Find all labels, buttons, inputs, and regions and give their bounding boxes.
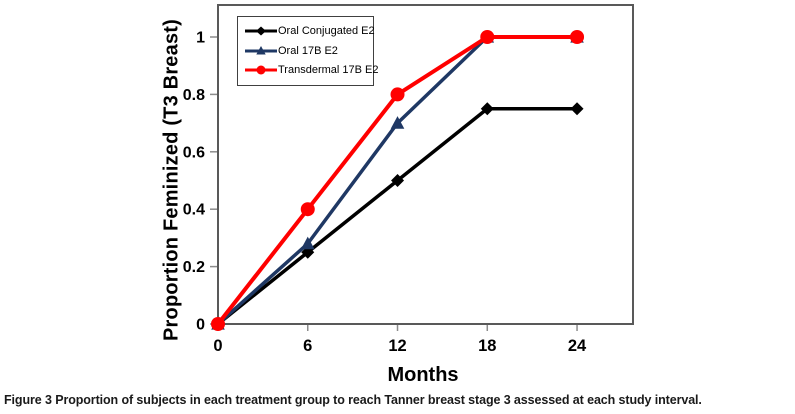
legend-label: Oral Conjugated E2 <box>278 25 375 37</box>
y-tick-label: 0.8 <box>183 87 205 104</box>
marker-diamond-oral-conjugated-e2 <box>570 102 584 116</box>
marker-diamond-oral-conjugated-e2 <box>391 174 405 187</box>
legend-diamond-marker-icon <box>245 26 277 36</box>
x-tick-label: 12 <box>388 337 406 355</box>
figure-caption: Figure 3 Proportion of subjects in each … <box>4 393 791 407</box>
legend-item: Transdermal 17B E2 <box>244 64 378 76</box>
legend-triangle-marker-icon <box>245 45 277 54</box>
legend-item: Oral Conjugated E2 <box>244 25 375 37</box>
y-tick-label: 0.6 <box>183 144 205 161</box>
line-chart-canvas: 0 0.2 0.4 0.6 0.8 1 0 6 12 18 24 <box>183 4 634 355</box>
x-tick-label: 6 <box>303 337 312 355</box>
marker-triangle-oral-17b-e2 <box>300 236 315 250</box>
legend-label: Transdermal 17B E2 <box>278 64 379 76</box>
y-tick-label: 1 <box>196 30 205 47</box>
legend: Oral Conjugated E2 Oral 17B E2 Transdermal… <box>237 16 378 86</box>
marker-diamond-oral-conjugated-e2 <box>480 102 494 116</box>
marker-circle-transdermal-17b-e2 <box>570 30 585 44</box>
caption-text: Proportion of subjects in each treatment… <box>55 393 702 407</box>
caption-label: Figure 3 <box>4 393 52 407</box>
y-tick-label: 0 <box>196 317 205 334</box>
legend-circle-marker-icon <box>245 65 277 75</box>
marker-circle-transdermal-17b-e2 <box>211 317 225 331</box>
y-axis-title: Proportion Feminized (T3 Breast) <box>160 19 183 341</box>
legend-item: Oral 17B E2 <box>244 45 369 57</box>
x-axis-title: Months <box>387 364 459 386</box>
marker-circle-transdermal-17b-e2 <box>480 30 495 44</box>
x-tick-label: 0 <box>213 337 222 355</box>
y-tick-label: 0.2 <box>183 259 205 276</box>
y-tick-label: 0.4 <box>183 202 205 219</box>
x-tick-label: 24 <box>568 337 587 355</box>
x-tick-label: 18 <box>478 337 496 355</box>
marker-triangle-oral-17b-e2 <box>390 116 405 129</box>
marker-circle-transdermal-17b-e2 <box>390 87 405 102</box>
legend-label: Oral 17B E2 <box>278 44 338 57</box>
marker-circle-transdermal-17b-e2 <box>300 202 315 217</box>
